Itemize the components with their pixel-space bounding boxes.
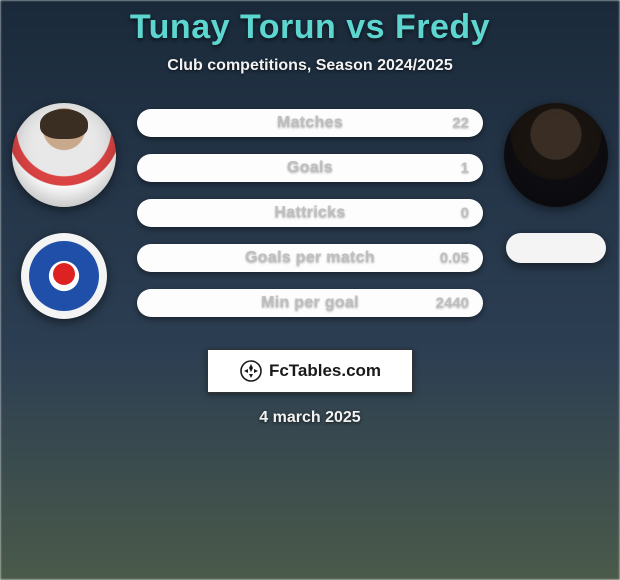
brand-logo-icon	[239, 359, 263, 383]
stat-label: Hattricks	[274, 204, 345, 222]
stat-row-min-per-goal: Min per goal 2440	[137, 289, 483, 317]
player1-club-badge	[21, 233, 107, 319]
stat-row-matches: Matches 22	[137, 109, 483, 137]
stat-row-hattricks: Hattricks 0	[137, 199, 483, 227]
stat-label: Goals per match	[245, 249, 375, 267]
stats-column: Matches 22 Goals 1 Hattricks 0 Goals per…	[137, 103, 483, 317]
player1-avatar	[12, 103, 116, 207]
left-player-column	[9, 103, 119, 319]
player2-club-blank	[506, 233, 606, 263]
stat-row-goals: Goals 1	[137, 154, 483, 182]
main-row: Matches 22 Goals 1 Hattricks 0 Goals per…	[0, 103, 620, 319]
stat-right-value: 0.05	[440, 250, 469, 267]
stat-label: Goals	[287, 159, 333, 177]
page-subtitle: Club competitions, Season 2024/2025	[0, 57, 620, 75]
brand-box: FcTables.com	[207, 349, 413, 393]
stat-right-value: 2440	[436, 295, 469, 312]
club-badge-inner	[29, 241, 99, 311]
stat-right-value: 1	[461, 160, 469, 177]
player2-avatar	[504, 103, 608, 207]
page-title: Tunay Torun vs Fredy	[0, 8, 620, 47]
stat-right-value: 22	[452, 115, 469, 132]
right-player-column	[501, 103, 611, 263]
stat-row-goals-per-match: Goals per match 0.05	[137, 244, 483, 272]
brand-text: FcTables.com	[269, 361, 381, 381]
content-wrapper: Tunay Torun vs Fredy Club competitions, …	[0, 0, 620, 580]
stat-label: Min per goal	[261, 294, 359, 312]
stat-label: Matches	[277, 114, 343, 132]
stat-right-value: 0	[461, 205, 469, 222]
footer-date: 4 march 2025	[0, 409, 620, 427]
